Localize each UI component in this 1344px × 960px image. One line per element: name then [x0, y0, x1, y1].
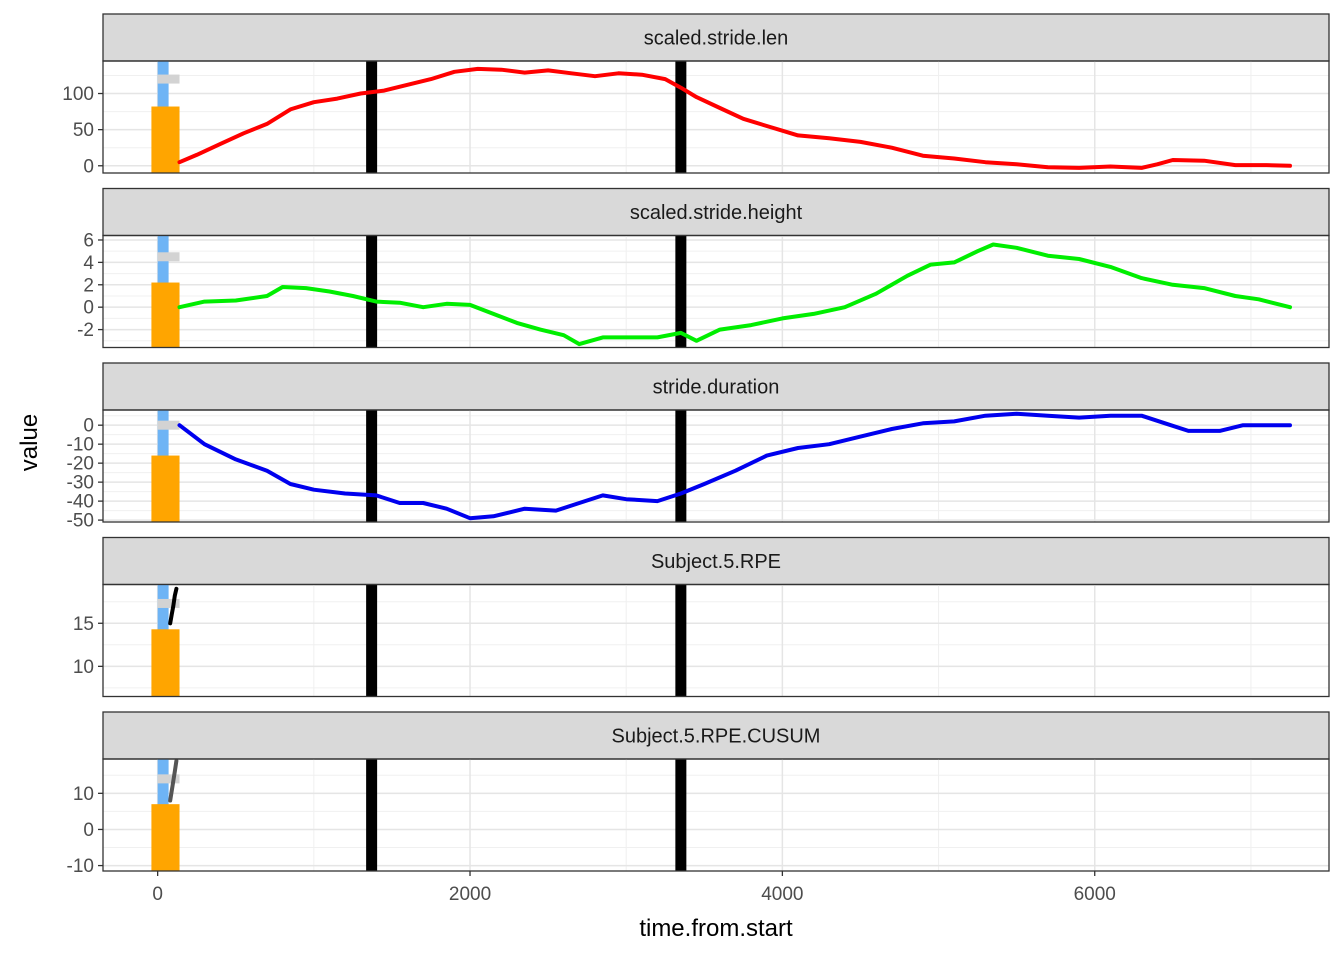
- y-tick-label: -40: [67, 492, 94, 513]
- x-tick-label: 4000: [761, 884, 803, 905]
- grey-level-tick: [157, 598, 180, 608]
- y-tick-label: 2: [83, 275, 94, 296]
- panel-Subject-5-RPE-CUSUM: Subject.5.RPE.CUSUM -10 0 10: [67, 711, 1330, 877]
- grey-level-tick: [157, 74, 180, 84]
- y-tick-label: 0: [83, 820, 94, 841]
- panel-stride-duration: stride.duration -50-40-30-20-100: [67, 362, 1330, 532]
- grey-level-tick: [157, 420, 180, 430]
- orange-bar: [151, 629, 180, 697]
- strip-background: [102, 362, 1330, 411]
- x-tick-label: 6000: [1074, 884, 1116, 905]
- y-tick-label: 15: [73, 614, 94, 635]
- y-tick-label: 4: [83, 253, 94, 274]
- series-line-Subject-5-RPE-CUSUM: [168, 759, 179, 803]
- panel-Subject-5-RPE: Subject.5.RPE 10 15: [73, 536, 1330, 698]
- panel-border: [102, 758, 1330, 872]
- strip-label: stride.duration: [653, 377, 780, 399]
- x-tick-label: 2000: [449, 884, 491, 905]
- plot-area: [103, 410, 1329, 522]
- strip-label: Subject.5.RPE.CUSUM: [612, 726, 821, 748]
- y-tick-label: -30: [67, 473, 94, 494]
- y-tick-label: 10: [73, 784, 94, 805]
- orange-bar: [151, 106, 180, 173]
- orange-bar: [151, 804, 180, 871]
- facet-panels: scaled.stride.len050100scaled.stride.hei…: [62, 13, 1330, 877]
- plot-area: [103, 61, 1329, 173]
- plot-area: [103, 584, 1329, 697]
- y-tick-label: 0: [83, 298, 94, 319]
- y-tick-label: -2: [77, 320, 94, 341]
- plot-area: [103, 759, 1329, 871]
- y-tick-label: 0: [83, 416, 94, 437]
- panel-border: [102, 583, 1330, 698]
- y-tick-label: -10: [67, 435, 94, 456]
- y-axis-title: value: [16, 414, 43, 471]
- y-tick-label: -50: [67, 511, 94, 532]
- series-line-stride-duration: [177, 411, 1292, 521]
- strip-background: [102, 13, 1330, 62]
- series-line-scaled-stride-height: [177, 242, 1292, 347]
- y-tick-label: 10: [73, 657, 94, 678]
- y-tick-label: -20: [67, 454, 94, 475]
- strip-background: [102, 536, 1330, 586]
- strip-label: scaled.stride.len: [644, 28, 789, 50]
- grey-level-tick: [157, 252, 180, 262]
- orange-bar: [151, 455, 180, 522]
- plot-area: [103, 235, 1329, 348]
- strip-label: scaled.stride.height: [630, 202, 803, 224]
- strip-background: [102, 187, 1330, 237]
- y-tick-label: -10: [67, 856, 94, 877]
- panel-border: [102, 234, 1330, 349]
- y-tick-label: 100: [62, 84, 94, 105]
- series-line-Subject-5-RPE: [168, 586, 179, 626]
- series-line-scaled-stride-len: [177, 66, 1292, 170]
- panel-scaled-stride-len: scaled.stride.len 0 50 100: [62, 13, 1330, 177]
- y-tick-label: 6: [83, 230, 94, 251]
- x-tick-label: 0: [152, 884, 163, 905]
- grey-level-tick: [157, 774, 180, 784]
- panel-border: [102, 60, 1330, 174]
- y-tick-label: 0: [83, 156, 94, 177]
- strip-label: Subject.5.RPE: [651, 551, 781, 573]
- panel-border: [102, 409, 1330, 523]
- orange-bar: [151, 282, 180, 348]
- y-tick-label: 50: [73, 120, 94, 141]
- x-axis-title: time.from.start: [639, 915, 793, 942]
- x-axis: 0 2000 4000 6000: [152, 871, 1116, 905]
